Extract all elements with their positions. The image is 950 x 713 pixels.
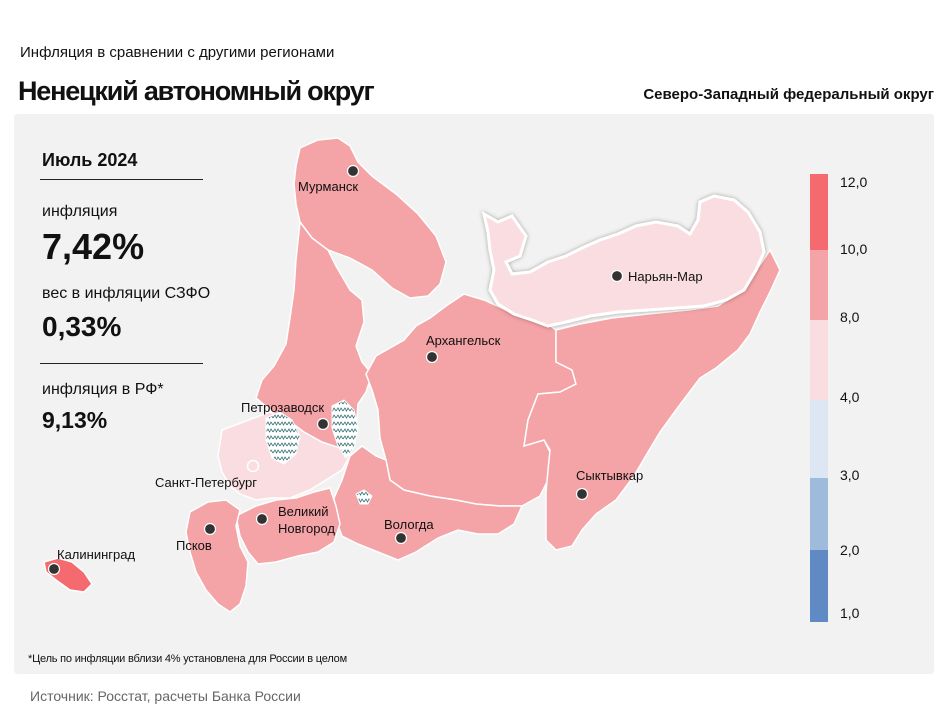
city-label-murmansk: Мурманск [298,179,358,194]
lake-onega [331,399,359,459]
legend-label-3: 3,0 [840,467,860,483]
region-pskov [185,499,249,613]
city-marker-vologda [394,531,408,545]
weight-value: 0,33% [42,311,122,342]
city-label-pskov: Псков [176,538,212,553]
lake-ladoga [265,411,301,465]
divider-top [40,179,203,180]
region-title: Ненецкий автономный округ [18,76,375,106]
city-label-vologda: Вологда [384,517,434,532]
chart-subtitle: Инфляция в сравнении с другими регионами [20,44,335,61]
city-marker-arkhangelsk [425,350,439,364]
city-marker-saint-petersburg [246,459,260,473]
legend-color-bar [810,174,828,622]
city-label-veliky: Великий [278,504,329,519]
weight-label: вес в инфляции СЗФО [42,285,211,302]
city-marker-kaliningrad [47,562,61,576]
city-label-saint-petersburg: Санкт-Петербург [155,475,257,490]
legend-label-12: 12,0 [840,174,867,190]
region-novgorod [235,487,341,565]
inflation-value: 7,42% [42,226,145,267]
source-note: Источник: Росстат, расчеты Банка России [30,688,301,704]
region-murmansk [293,137,447,299]
russia-inflation-value: 9,13% [42,407,108,433]
legend-label-4: 4,0 [840,389,860,405]
region-vologda [333,445,524,561]
legend-bin-4-8 [810,320,828,400]
city-marker-veliky-novgorod [255,512,269,526]
inflation-label: инфляция [42,203,118,220]
city-marker-naryan-mar [610,269,624,283]
russia-inflation-label: инфляция в РФ* [42,381,164,398]
legend-bin-2-3 [810,478,828,550]
legend-label-10: 10,0 [840,241,867,257]
legend-bin-1-2 [810,550,828,622]
legend-bin-10-12 [810,174,828,250]
region-nenets [481,194,766,328]
region-kaliningrad [43,557,93,593]
federal-district-label: Северо-Западный федеральный округ [643,86,934,103]
legend-label-1: 1,0 [840,605,860,621]
legend-label-8: 8,0 [840,309,860,325]
city-marker-syktyvkar [575,487,589,501]
legend-label-2: 2,0 [840,542,860,558]
city-marker-pskov [203,522,217,536]
lake-beloye [355,489,373,505]
legend-bin-3-4 [810,400,828,478]
footnote: *Цель по инфляции вблизи 4% установлена … [28,653,347,665]
city-label-arkhangelsk: Архангельск [426,333,501,348]
city-marker-petrozavodsk [316,417,330,431]
city-label-syktyvkar: Сыктывкар [576,468,643,483]
city-marker-murmansk [346,164,360,178]
period-label: Июль 2024 [42,150,138,170]
city-label-naryan-mar: Нарьян-Мар [628,269,703,284]
divider-bottom [40,363,203,364]
city-label-kaliningrad: Калининград [57,547,135,562]
legend-bin-8-10 [810,250,828,320]
city-label-petrozavodsk: Петрозаводск [241,400,324,415]
city-label-novgorod: Новгород [278,521,335,536]
